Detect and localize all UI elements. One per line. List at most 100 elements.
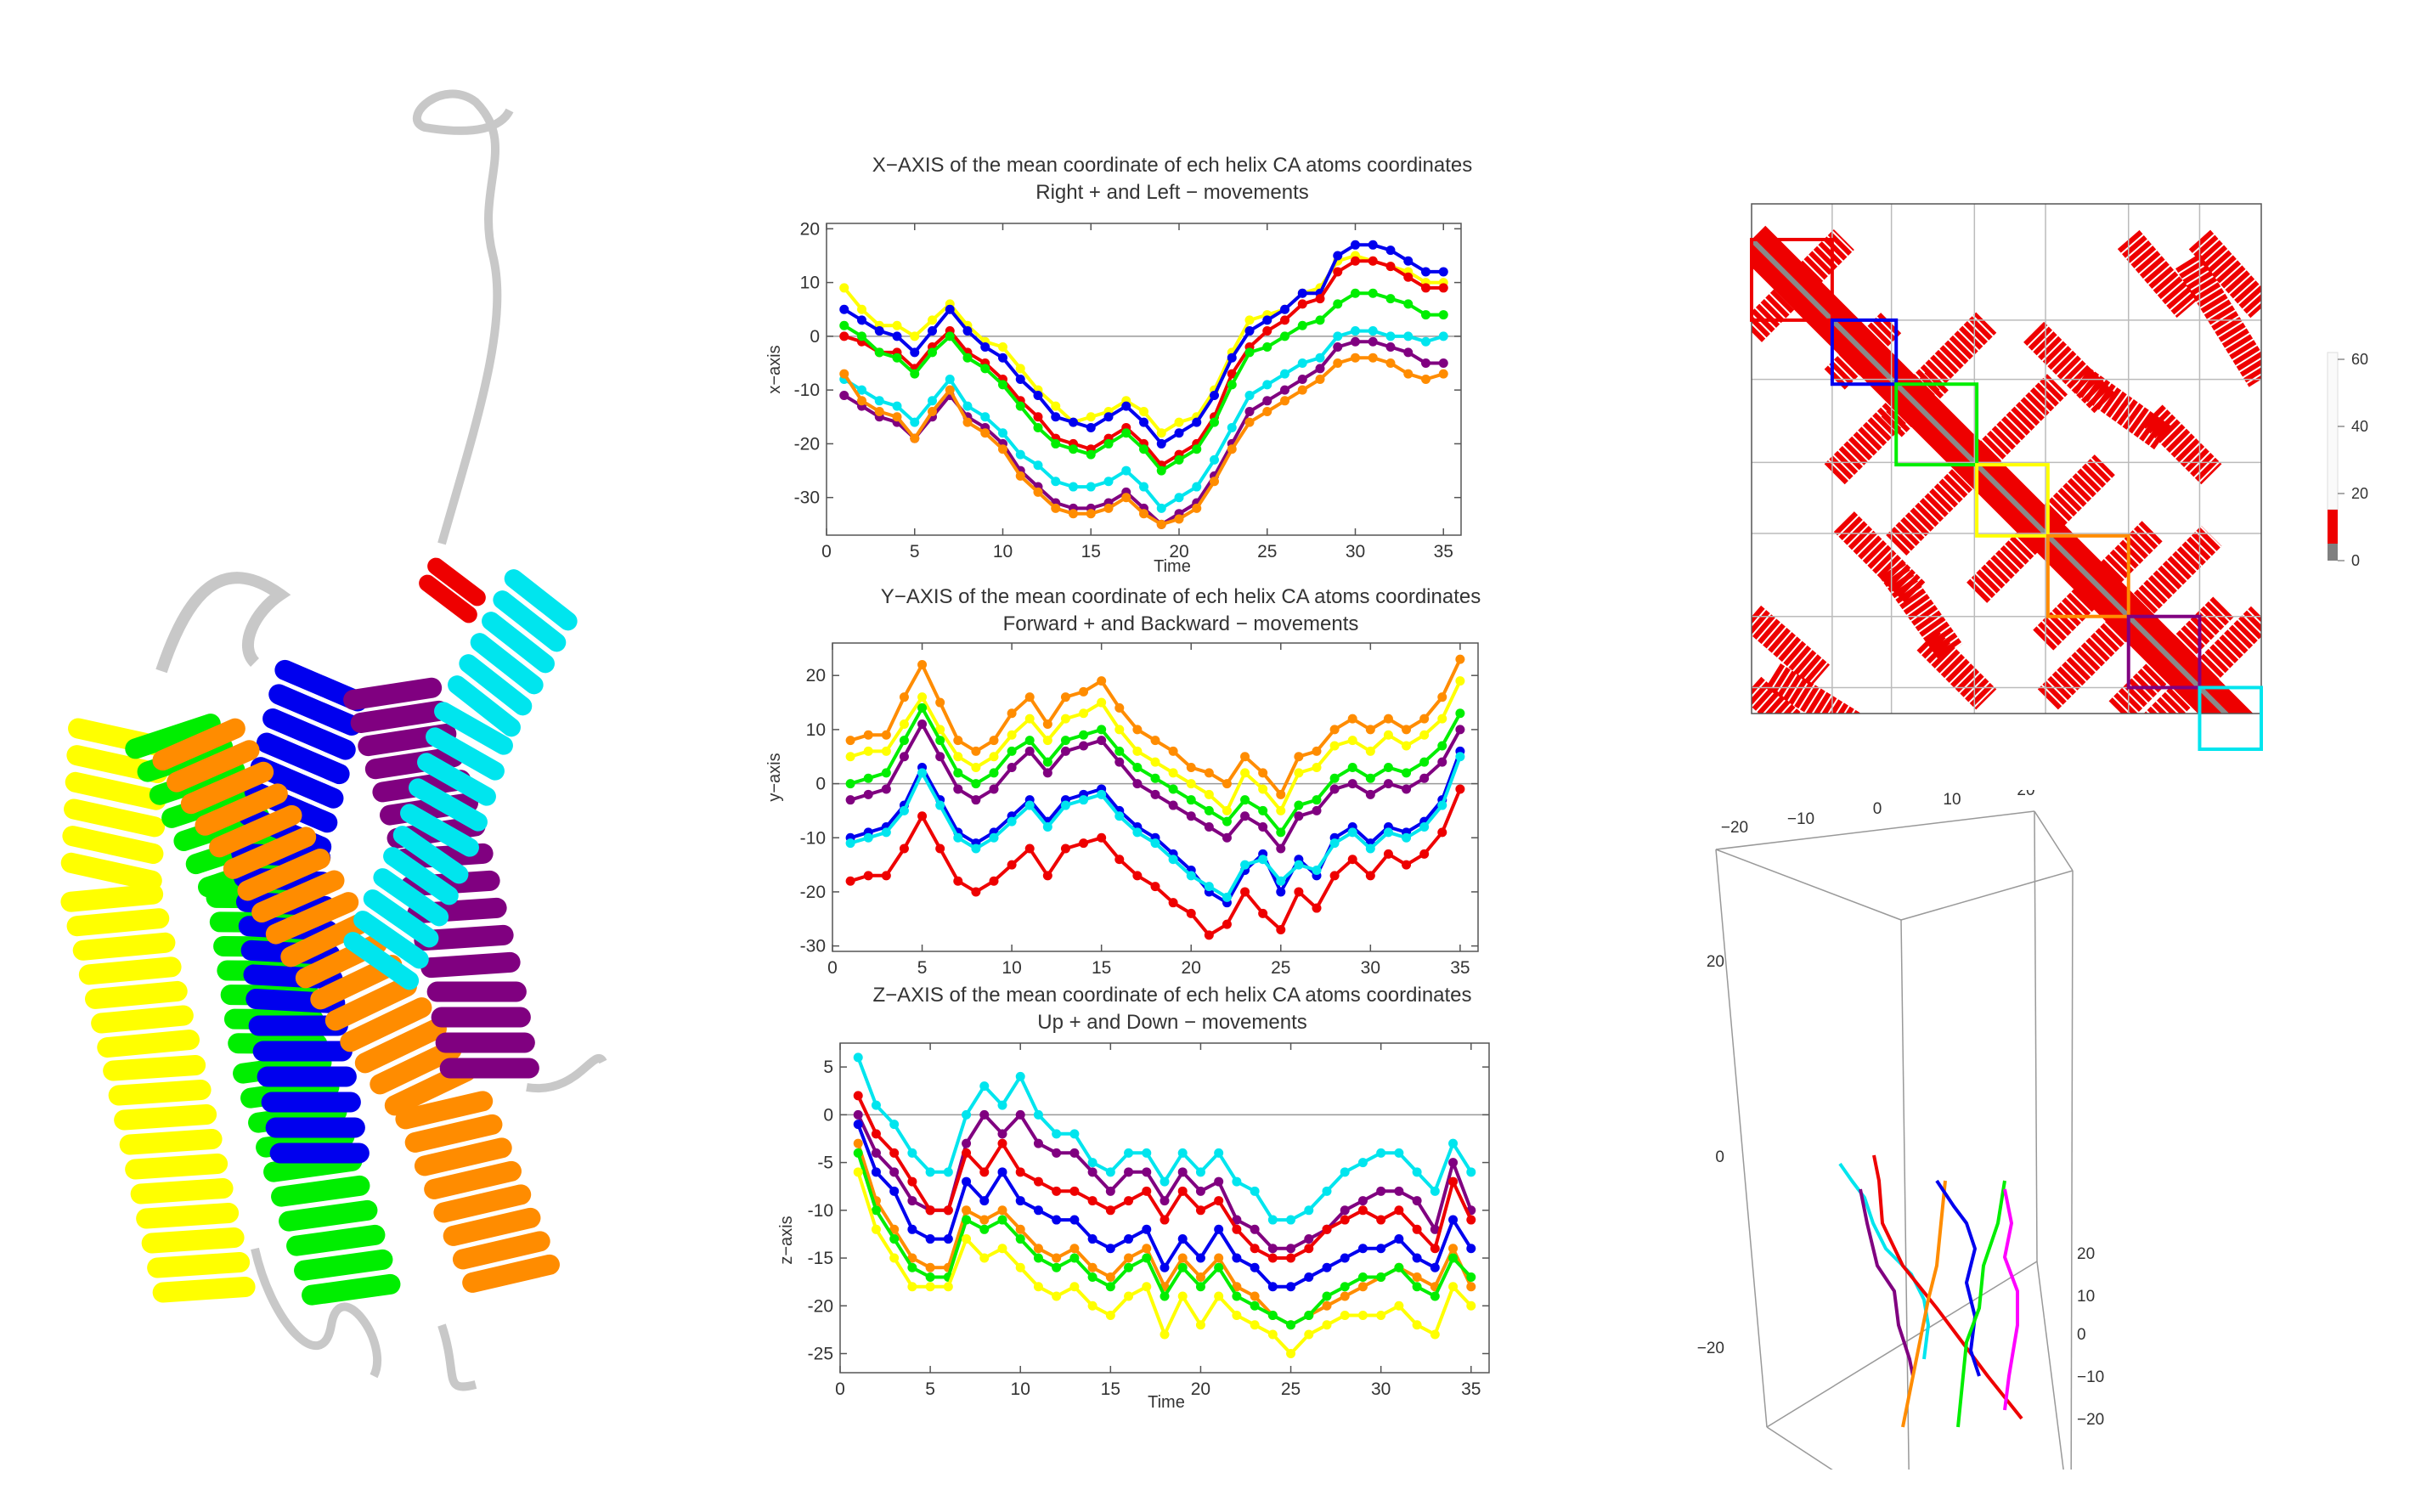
data-point xyxy=(839,370,849,379)
data-point xyxy=(1340,1205,1350,1215)
data-point xyxy=(917,660,927,669)
x-tick-label: 25 xyxy=(1257,542,1277,561)
data-point xyxy=(998,444,1007,454)
data-point xyxy=(857,331,866,341)
data-point xyxy=(1016,402,1025,411)
data-point xyxy=(998,1101,1007,1110)
data-point xyxy=(1079,708,1088,718)
data-point xyxy=(1178,1167,1188,1176)
data-point xyxy=(1304,1205,1313,1215)
data-point xyxy=(1348,779,1357,788)
data-point xyxy=(1069,1282,1079,1291)
data-point xyxy=(1276,877,1285,886)
data-point xyxy=(979,1225,989,1234)
data-point xyxy=(917,768,927,777)
data-point xyxy=(875,396,884,405)
data-point xyxy=(872,1101,881,1110)
data-point xyxy=(1376,1187,1385,1196)
data-point xyxy=(944,1282,953,1291)
helix-turn xyxy=(312,1284,390,1295)
y-tick-label: -10 xyxy=(800,828,826,848)
data-point xyxy=(1157,466,1166,476)
data-point xyxy=(928,407,937,416)
data-point xyxy=(889,1120,899,1129)
data-point xyxy=(1258,822,1267,832)
data-point xyxy=(971,779,980,788)
x-tick-label: 0 xyxy=(821,542,832,561)
data-point xyxy=(1139,509,1148,518)
helix-turn xyxy=(431,962,510,968)
data-point xyxy=(917,811,927,821)
data-point xyxy=(1250,1244,1260,1253)
helix-turn xyxy=(101,1016,183,1024)
data-point xyxy=(1034,412,1043,421)
x-tick-label: 35 xyxy=(1450,958,1470,978)
right-tick-label: 20 xyxy=(2077,1245,2095,1263)
data-point xyxy=(882,731,891,740)
data-point xyxy=(1262,380,1272,389)
data-point xyxy=(1086,450,1096,460)
data-point xyxy=(1455,784,1464,793)
data-point xyxy=(990,768,999,777)
data-point xyxy=(1276,827,1285,837)
data-point xyxy=(1160,1263,1170,1272)
data-point xyxy=(1106,1205,1115,1215)
data-point xyxy=(1016,1234,1025,1244)
y-tick-label: 0 xyxy=(815,775,826,794)
data-point xyxy=(1088,1272,1098,1282)
data-point xyxy=(1419,849,1429,859)
data-point xyxy=(953,736,962,745)
data-point xyxy=(1455,708,1464,718)
data-point xyxy=(1437,714,1447,724)
data-point xyxy=(1227,380,1237,389)
contact-band xyxy=(1752,617,1820,676)
data-point xyxy=(1034,1254,1043,1263)
data-point xyxy=(1413,1254,1422,1263)
data-point xyxy=(928,315,937,324)
data-point xyxy=(1007,747,1017,756)
data-point xyxy=(1366,747,1375,756)
data-point xyxy=(1192,418,1201,427)
data-point xyxy=(1051,477,1060,486)
helix-turn xyxy=(76,782,156,800)
data-point xyxy=(1421,358,1430,368)
data-point xyxy=(1088,1234,1098,1244)
data-point xyxy=(998,1139,1007,1148)
data-point xyxy=(1196,1205,1205,1215)
data-point xyxy=(953,768,962,777)
data-point xyxy=(926,1205,935,1215)
data-point xyxy=(990,784,999,793)
z-axis-line-chart: Z−AXIS of the mean coordinate of ech hel… xyxy=(748,981,1529,1423)
data-point xyxy=(945,375,955,384)
data-point xyxy=(1366,790,1375,799)
data-point xyxy=(1214,1196,1223,1205)
data-point xyxy=(1192,482,1201,492)
helix-turn xyxy=(107,1040,189,1047)
data-point xyxy=(1330,742,1340,751)
data-point xyxy=(1069,444,1078,454)
data-point xyxy=(1386,331,1396,341)
data-point xyxy=(1437,827,1447,837)
data-point xyxy=(1421,267,1430,276)
contact-cells xyxy=(1752,240,2261,749)
data-point xyxy=(1214,1254,1223,1263)
data-point xyxy=(953,752,962,761)
data-point xyxy=(1330,725,1340,734)
data-point xyxy=(1376,1272,1385,1282)
data-point xyxy=(1016,375,1025,384)
helix-turn xyxy=(289,1210,367,1221)
helix-turn xyxy=(95,991,178,999)
data-point xyxy=(1316,294,1325,303)
data-point xyxy=(1086,482,1096,492)
data-point xyxy=(998,1244,1007,1253)
data-point xyxy=(910,370,919,379)
data-point xyxy=(1187,811,1196,821)
data-point xyxy=(854,1091,863,1100)
y-tick-label: 20 xyxy=(806,666,826,685)
data-point xyxy=(1323,1263,1332,1272)
data-point xyxy=(1316,375,1325,384)
data-point xyxy=(846,752,855,761)
data-point xyxy=(1169,747,1178,756)
data-point xyxy=(1106,1272,1115,1282)
data-point xyxy=(1358,1196,1368,1205)
